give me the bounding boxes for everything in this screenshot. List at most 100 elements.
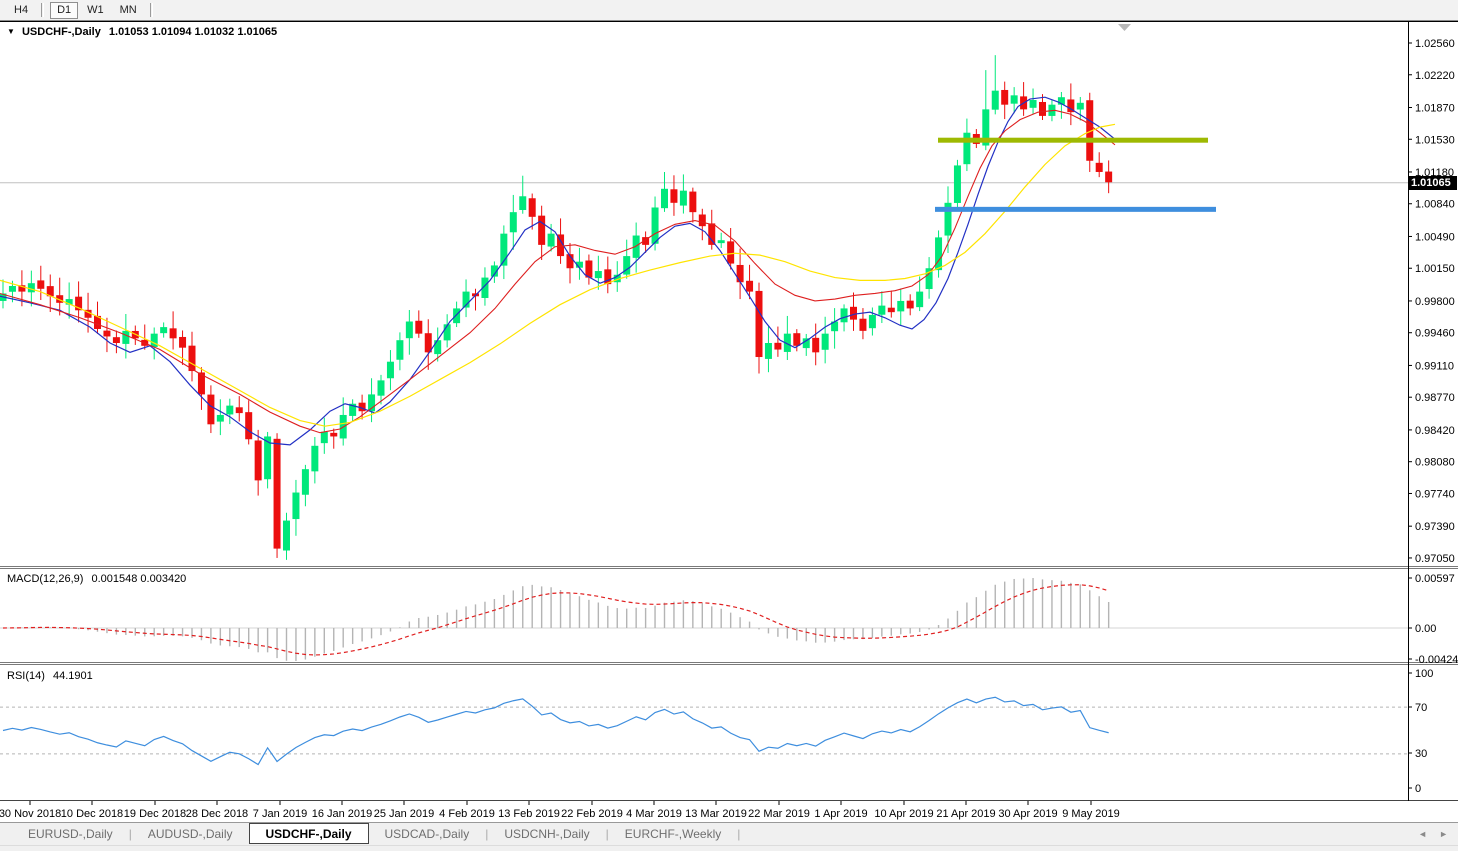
ma-mid-red-line — [0, 110, 1115, 432]
candle — [1001, 90, 1008, 105]
svg-text:4 Mar 2019: 4 Mar 2019 — [626, 808, 682, 820]
candle — [670, 189, 677, 203]
tab-scroll-right-icon[interactable]: ► — [1439, 829, 1448, 839]
symbol-tab-usdchf[interactable]: USDCHF-,Daily — [249, 823, 369, 844]
candle — [396, 340, 403, 360]
timeframe-button-h4[interactable]: H4 — [7, 2, 35, 19]
price-axis[interactable]: 1.025601.022201.018701.015301.011801.008… — [1408, 38, 1458, 795]
candle — [595, 271, 602, 278]
svg-text:7 Jan 2019: 7 Jan 2019 — [253, 808, 307, 820]
svg-text:1.02560: 1.02560 — [1415, 38, 1455, 50]
symbol-tab-eurchf[interactable]: EURCHF-,Weekly — [609, 825, 737, 843]
candle — [869, 315, 876, 328]
svg-text:1.00840: 1.00840 — [1415, 199, 1455, 211]
candle — [160, 327, 167, 333]
candle — [661, 189, 668, 208]
toolbar-separator — [150, 3, 153, 17]
candle — [113, 337, 120, 343]
candle — [859, 319, 866, 331]
svg-text:0.00: 0.00 — [1415, 623, 1436, 635]
svg-text:0.00597: 0.00597 — [1415, 573, 1455, 585]
candle — [935, 237, 942, 270]
candle — [680, 191, 687, 206]
candle — [302, 469, 309, 495]
symbol-tab-audusd[interactable]: AUDUSD-,Daily — [132, 825, 249, 843]
timeframe-button-w1[interactable]: W1 — [80, 2, 111, 19]
svg-text:0.97740: 0.97740 — [1415, 488, 1455, 500]
svg-text:19 Dec 2018: 19 Dec 2018 — [124, 808, 186, 820]
svg-text:30: 30 — [1415, 748, 1427, 760]
timeframe-toolbar: H4 D1W1MN — [0, 0, 1458, 21]
candle — [727, 241, 734, 263]
candle — [37, 280, 44, 288]
symbol-tab-usdcad[interactable]: USDCAD-,Daily — [369, 825, 486, 843]
candle — [765, 343, 772, 359]
candle — [122, 331, 129, 344]
candle — [963, 133, 970, 164]
candle — [888, 308, 895, 312]
svg-text:10 Dec 2018: 10 Dec 2018 — [61, 808, 123, 820]
macd-histogram — [3, 578, 1109, 661]
candle — [689, 192, 696, 213]
candle — [226, 406, 233, 415]
candle — [406, 322, 413, 339]
svg-text:-0.004243: -0.004243 — [1415, 654, 1458, 666]
symbol-tab-eurusd[interactable]: EURUSD-,Daily — [12, 825, 129, 843]
candle — [841, 308, 848, 322]
svg-text:0.99800: 0.99800 — [1415, 296, 1455, 308]
ma-fast-blue-line — [0, 97, 1115, 445]
candle — [179, 337, 186, 348]
candle — [529, 198, 536, 217]
timeframe-button-d1[interactable]: D1 — [50, 2, 78, 19]
svg-text:1.00150: 1.00150 — [1415, 263, 1455, 275]
resistance-line[interactable] — [938, 138, 1208, 143]
candle — [28, 283, 35, 292]
trading-terminal-window: H4D1W1MN 1.025601.022201.018701.015301.0… — [0, 0, 1458, 851]
candle — [255, 440, 262, 480]
svg-text:9 May 2019: 9 May 2019 — [1062, 808, 1119, 820]
svg-text:30 Apr 2019: 30 Apr 2019 — [998, 808, 1057, 820]
candle — [510, 212, 517, 232]
candle — [538, 216, 545, 245]
candle — [850, 307, 857, 320]
tab-scroll-left-icon[interactable]: ◄ — [1418, 829, 1427, 839]
chart-canvas[interactable]: 1.025601.022201.018701.015301.011801.008… — [0, 21, 1458, 822]
svg-text:1 Apr 2019: 1 Apr 2019 — [814, 808, 867, 820]
candle — [1030, 100, 1037, 108]
window-bottom-edge — [0, 845, 1458, 851]
timeframe-button-mn[interactable]: MN — [113, 2, 144, 19]
svg-text:0.98080: 0.98080 — [1415, 457, 1455, 469]
candle — [822, 334, 829, 350]
candle — [1096, 163, 1103, 172]
time-axis[interactable]: 30 Nov 201810 Dec 201819 Dec 201828 Dec … — [0, 801, 1120, 820]
svg-text:1.02220: 1.02220 — [1415, 70, 1455, 82]
svg-text:22 Mar 2019: 22 Mar 2019 — [748, 808, 810, 820]
candle — [274, 439, 281, 549]
candle — [1011, 95, 1018, 103]
symbol-tab-usdcnh[interactable]: USDCNH-,Daily — [488, 825, 605, 843]
support-line[interactable] — [935, 207, 1216, 212]
candle — [387, 362, 394, 379]
candle — [236, 407, 243, 413]
svg-text:70: 70 — [1415, 702, 1427, 714]
candle — [699, 214, 706, 226]
candle — [1105, 172, 1112, 183]
toolbar-separator — [41, 3, 44, 17]
candle — [652, 207, 659, 243]
candle — [746, 281, 753, 292]
candle — [283, 521, 290, 551]
candle — [878, 306, 885, 315]
tab-separator: | — [737, 827, 740, 841]
candle — [245, 412, 252, 439]
candle — [916, 292, 923, 308]
candle — [954, 165, 961, 203]
tab-scroll-arrows: ◄► — [1418, 829, 1448, 839]
svg-text:28 Dec 2018: 28 Dec 2018 — [186, 808, 248, 820]
candle — [756, 291, 763, 357]
svg-text:1.01870: 1.01870 — [1415, 102, 1455, 114]
svg-text:10 Apr 2019: 10 Apr 2019 — [874, 808, 933, 820]
svg-text:21 Apr 2019: 21 Apr 2019 — [936, 808, 995, 820]
candle — [1039, 102, 1046, 116]
candle — [793, 333, 800, 346]
candle — [519, 196, 526, 210]
